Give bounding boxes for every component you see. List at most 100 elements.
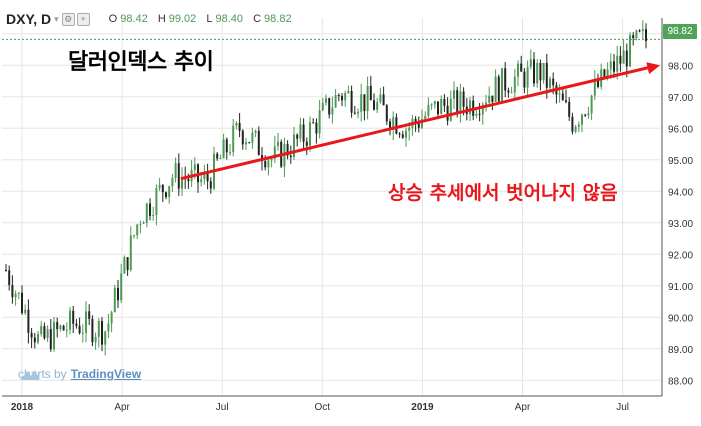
chart-title-annotation: 달러인덱스 추이: [68, 50, 214, 75]
candle-body: [305, 141, 308, 146]
symbol-label[interactable]: DXY, D: [6, 11, 52, 27]
candle-body: [456, 90, 459, 114]
candle-body: [21, 292, 23, 314]
trend-arrow-head: [646, 62, 660, 75]
candle-body: [347, 91, 350, 93]
candle-body: [446, 105, 449, 121]
candle-body: [309, 122, 311, 146]
candle-body: [587, 113, 590, 116]
compare-icon[interactable]: +: [76, 12, 90, 26]
candle-body: [494, 76, 497, 102]
y-tick-label: 98.00: [668, 61, 693, 72]
candle-body: [581, 114, 583, 125]
candle-body: [609, 61, 612, 70]
candle-body: [65, 329, 68, 331]
candle-body: [286, 144, 289, 156]
candle-body: [350, 91, 353, 113]
candle-body: [619, 55, 622, 64]
candle-body: [533, 59, 535, 84]
candle-body: [85, 311, 87, 333]
candle-body: [24, 309, 27, 314]
y-tick-label: 91.00: [668, 282, 693, 293]
candle-body: [53, 322, 55, 350]
candle-body: [433, 101, 436, 105]
candle-body: [440, 98, 443, 115]
y-tick-label: 96.00: [668, 124, 693, 135]
candle-body: [401, 134, 404, 138]
settings-icon[interactable]: ⚙: [61, 12, 75, 26]
candle-body: [504, 68, 507, 91]
candle-body: [318, 110, 321, 134]
candle-body: [203, 173, 206, 180]
candle-body: [145, 203, 148, 223]
candle-body: [536, 62, 539, 84]
ohlc-readout: O 98.42 H 99.02 L 98.40 C 98.82: [102, 13, 292, 25]
candle-body: [81, 332, 84, 334]
candle-body: [475, 113, 478, 116]
candle-body: [245, 142, 247, 145]
candle-body: [488, 95, 491, 103]
candle-body: [427, 104, 430, 116]
candle-body: [136, 224, 139, 236]
candle-body: [571, 116, 574, 132]
candle-body: [69, 310, 71, 330]
candle-body: [88, 311, 91, 319]
candle-body: [229, 152, 231, 154]
watermark-brand[interactable]: TradingView: [70, 367, 142, 381]
candle-body: [469, 100, 471, 115]
candle-body: [360, 94, 363, 112]
candle-body: [478, 113, 481, 115]
candle-body: [417, 123, 420, 128]
candle-body: [449, 98, 452, 121]
candle-body: [129, 235, 132, 270]
candle-body: [376, 102, 379, 110]
y-tick-label: 88.00: [668, 376, 693, 387]
candle-body: [59, 325, 62, 330]
trend-arrow-line: [180, 65, 651, 181]
y-tick-label: 97.00: [668, 93, 693, 104]
candle-body: [91, 318, 94, 343]
candle-body: [325, 98, 327, 103]
candle-body: [398, 133, 401, 135]
last-price-tag: 98.82: [663, 24, 697, 39]
candle-body: [37, 334, 39, 343]
candle-body: [632, 35, 635, 39]
close-value: 98.82: [264, 13, 292, 25]
candle-body: [302, 124, 305, 142]
candle-body: [161, 184, 164, 193]
candle-body: [321, 102, 324, 111]
candle-body: [72, 310, 75, 324]
candle-body: [133, 235, 135, 237]
candle-body: [152, 215, 155, 217]
candle-body: [520, 63, 523, 72]
tradingview-watermark[interactable]: charts by TradingView: [18, 367, 141, 381]
y-tick-label: 93.00: [668, 219, 693, 230]
candle-body: [8, 270, 11, 286]
candle-body: [181, 177, 183, 189]
candle-body: [552, 78, 555, 86]
trend-note-annotation: 상승 추세에서 벗어나지 않음: [388, 182, 618, 204]
candle-body: [270, 158, 273, 161]
candle-body: [337, 95, 340, 97]
candle-body: [507, 90, 510, 93]
candle-body: [254, 130, 257, 133]
candle-body: [395, 117, 398, 134]
candle-body: [513, 76, 516, 93]
candle-body: [517, 63, 519, 77]
candle-body: [312, 122, 315, 124]
candle-body: [216, 153, 219, 159]
candle-body: [113, 287, 116, 313]
candle-body: [11, 285, 14, 298]
candle-body: [33, 337, 36, 343]
candle-body: [49, 329, 52, 350]
chevron-down-icon[interactable]: ▾: [54, 13, 59, 24]
candle-body: [267, 160, 270, 168]
candle-body: [62, 325, 65, 331]
candle-body: [545, 62, 548, 88]
candle-body: [366, 85, 369, 112]
candle-body: [622, 50, 625, 64]
candle-body: [174, 163, 177, 178]
candle-body: [56, 322, 59, 330]
